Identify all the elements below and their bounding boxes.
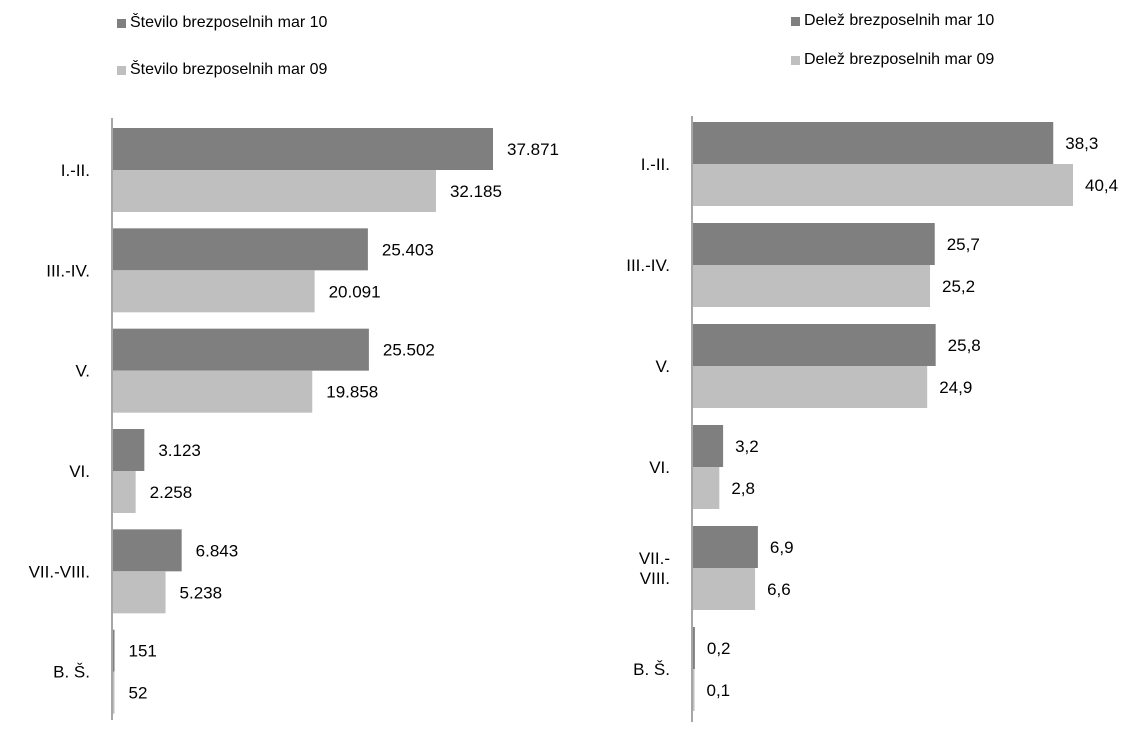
bar-mar09: [693, 669, 695, 711]
data-label: 6.843: [196, 541, 239, 560]
unemployed-count-chart: Število brezposelnih mar 10 Število brez…: [0, 0, 566, 733]
data-label: 5.238: [180, 583, 223, 602]
legend-item-count-mar10: Število brezposelnih mar 10: [117, 14, 327, 32]
category-label: B. Š.: [633, 660, 670, 679]
bar-mar10: [113, 328, 369, 371]
legend-label: Delež brezposelnih mar 09: [804, 51, 995, 68]
data-label: 2,8: [731, 479, 755, 498]
bar-mar09: [113, 571, 166, 614]
data-label: 3,2: [735, 437, 759, 456]
category-label: VII.-VIII.: [639, 549, 670, 588]
legend-swatch-dark: [791, 16, 800, 26]
bar-mar09: [113, 471, 136, 513]
category-label: V.: [75, 362, 90, 381]
bar-mar10: [113, 128, 493, 170]
data-label: 24,9: [939, 378, 972, 397]
data-label: 3.123: [158, 441, 201, 460]
bar-mar09: [693, 366, 928, 408]
bar-mar09: [693, 265, 931, 307]
bar-mar09: [113, 270, 315, 313]
bar-mar09: [693, 164, 1073, 206]
data-label: 37.871: [507, 140, 559, 159]
legend-swatch-light: [117, 65, 126, 75]
data-label: 25,2: [942, 277, 975, 296]
data-label: 32.185: [450, 182, 502, 201]
category-label: I.-II.: [61, 161, 90, 180]
data-label: 151: [129, 642, 157, 661]
data-label: 38,3: [1065, 134, 1098, 153]
data-label: 52: [129, 684, 148, 703]
data-label: 40,4: [1085, 176, 1118, 195]
data-label: 6,6: [767, 580, 791, 599]
category-label: VI.: [69, 462, 90, 481]
legend-item-share-mar09: Delež brezposelnih mar 09: [791, 51, 994, 69]
bar-mar10: [693, 526, 758, 568]
data-label: 19.858: [326, 383, 378, 402]
bar-mar10: [693, 223, 935, 265]
bar-mar10: [693, 425, 724, 467]
bar-mar10: [693, 627, 695, 669]
share-bars-plot: I.-II. 38,3 40,4 III.-IV. 25,7 25,2 V. 25,8 24,9…: [626, 116, 1118, 722]
category-label: III.-IV.: [626, 256, 670, 275]
legend-label: Število brezposelnih mar 10: [130, 14, 328, 31]
data-label: 0,1: [707, 681, 731, 700]
category-label: V.: [655, 357, 670, 376]
legend-swatch-light: [791, 55, 800, 65]
count-bars-plot: I.-II. 37.871 32.185 III.-IV. 25.403 20.091 V.…: [29, 118, 559, 720]
category-label: VII.-VIII.: [29, 562, 90, 581]
bar-mar09: [693, 467, 720, 509]
bar-mar10: [113, 429, 145, 471]
bar-mar10: [693, 324, 936, 366]
data-label: 6,9: [770, 538, 794, 557]
data-label: 25,8: [948, 336, 981, 355]
data-label: 20.091: [329, 282, 381, 301]
legend-item-share-mar10: Delež brezposelnih mar 10: [791, 12, 994, 30]
legend-item-count-mar09: Število brezposelnih mar 09: [117, 61, 327, 79]
category-label: B. Š.: [53, 663, 90, 682]
bar-mar09: [113, 671, 115, 714]
bar-mar09: [113, 170, 436, 212]
bar-mar10: [113, 629, 115, 672]
category-label: VI.: [649, 458, 670, 477]
bar-mar10: [113, 529, 182, 572]
legend-swatch-dark: [117, 18, 126, 28]
category-label: I.-II.: [641, 155, 670, 174]
bar-mar10: [113, 228, 368, 271]
data-label: 25,7: [947, 235, 980, 254]
bar-mar09: [113, 370, 313, 413]
data-label: 25.502: [383, 341, 435, 360]
unemployed-share-chart: Delež brezposelnih mar 10 Delež brezpose…: [566, 0, 1133, 733]
data-label: 0,2: [707, 639, 731, 658]
legend-label: Število brezposelnih mar 09: [130, 61, 328, 78]
legend-label: Delež brezposelnih mar 10: [804, 12, 995, 29]
category-label: III.-IV.: [46, 261, 90, 280]
bar-mar10: [693, 122, 1054, 164]
data-label: 25.403: [382, 240, 434, 259]
bar-mar09: [693, 568, 756, 610]
data-label: 2.258: [150, 483, 193, 502]
